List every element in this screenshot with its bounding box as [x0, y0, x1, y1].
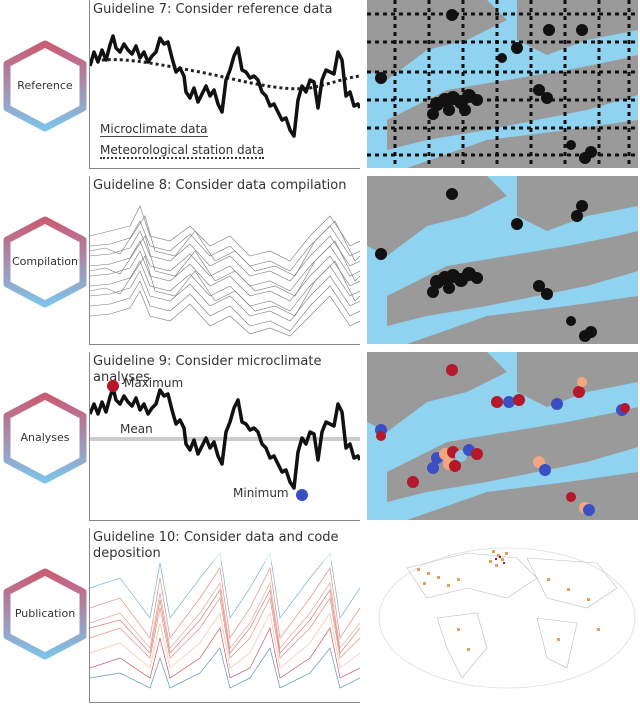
map-analyses-svg: [367, 352, 638, 520]
hexagon-icon: [3, 568, 87, 660]
map-reference-svg: [367, 0, 638, 168]
legend-station: Meteorological station data: [100, 143, 265, 159]
minimum-label: Minimum: [233, 486, 289, 500]
row-label: Compilation: [11, 255, 79, 268]
hexagon-icon: [3, 216, 87, 308]
panel-title: Guideline 7: Consider reference data: [93, 2, 333, 17]
maximum-marker: [107, 380, 119, 392]
compilation-multi-line-plot: [90, 205, 360, 337]
row-analyses: Analyses Guideline 9: Consider microclim…: [0, 352, 640, 528]
row-reference: Reference Guideline 7: Consider referenc…: [0, 0, 640, 176]
panel-publication: Guideline 10: Consider data and code dep…: [89, 528, 360, 703]
panel-title: Guideline 9: Consider microclimate analy…: [93, 354, 322, 385]
map-analyses: [367, 352, 638, 520]
map-compilation: [367, 176, 638, 344]
row-label: Analyses: [20, 431, 70, 444]
panel-analyses: Guideline 9: Consider microclimate analy…: [89, 352, 360, 521]
panel-title: Guideline 10: Consider data and code dep…: [93, 530, 353, 562]
hexagon-reference: Reference: [0, 0, 90, 176]
map-reference: [367, 0, 638, 168]
hexagon-publication: Publication: [0, 528, 90, 704]
map-compilation-svg: [367, 176, 638, 344]
map-publication: [367, 528, 638, 702]
row-label: Publication: [14, 607, 76, 620]
microclimate-data-line: [90, 34, 360, 138]
panel-title: Guideline 8: Consider data compilation: [93, 178, 347, 193]
row-compilation: Compilation Guideline 8: Consider data c…: [0, 176, 640, 352]
hexagon-analyses: Analyses: [0, 352, 90, 528]
hexagon-icon: [3, 40, 87, 132]
row-label: Reference: [17, 79, 73, 92]
hexagon-icon: [3, 392, 87, 484]
analyses-line-plot: [90, 380, 360, 501]
panel-compilation: Guideline 8: Consider data compilation: [89, 176, 360, 345]
minimum-marker: [296, 489, 308, 501]
microclimate-line: [90, 386, 360, 490]
maximum-label: Maximum: [124, 376, 184, 390]
legend-microclimate: Microclimate data: [100, 122, 208, 137]
panel-reference: Guideline 7: Consider reference data Mic…: [89, 0, 360, 169]
world-map-svg: [378, 547, 636, 689]
reference-line-plot: [90, 34, 360, 138]
row-publication: Publication Guideline 10: Consider data …: [0, 528, 640, 704]
mean-label: Mean: [120, 422, 153, 436]
hexagon-compilation: Compilation: [0, 176, 90, 352]
